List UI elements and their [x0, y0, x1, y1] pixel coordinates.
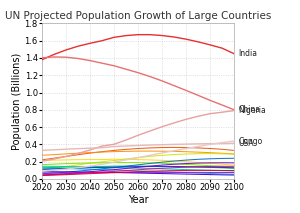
- Y-axis label: Population (Billions): Population (Billions): [12, 53, 22, 150]
- X-axis label: Year: Year: [128, 195, 148, 205]
- Title: UN Projected Population Growth of Large Countries: UN Projected Population Growth of Large …: [5, 11, 271, 21]
- Text: Nigeria: Nigeria: [238, 106, 266, 115]
- Text: USA: USA: [238, 139, 254, 148]
- Text: Congo: Congo: [238, 137, 262, 145]
- Text: India: India: [238, 49, 257, 58]
- Text: China: China: [238, 105, 260, 114]
